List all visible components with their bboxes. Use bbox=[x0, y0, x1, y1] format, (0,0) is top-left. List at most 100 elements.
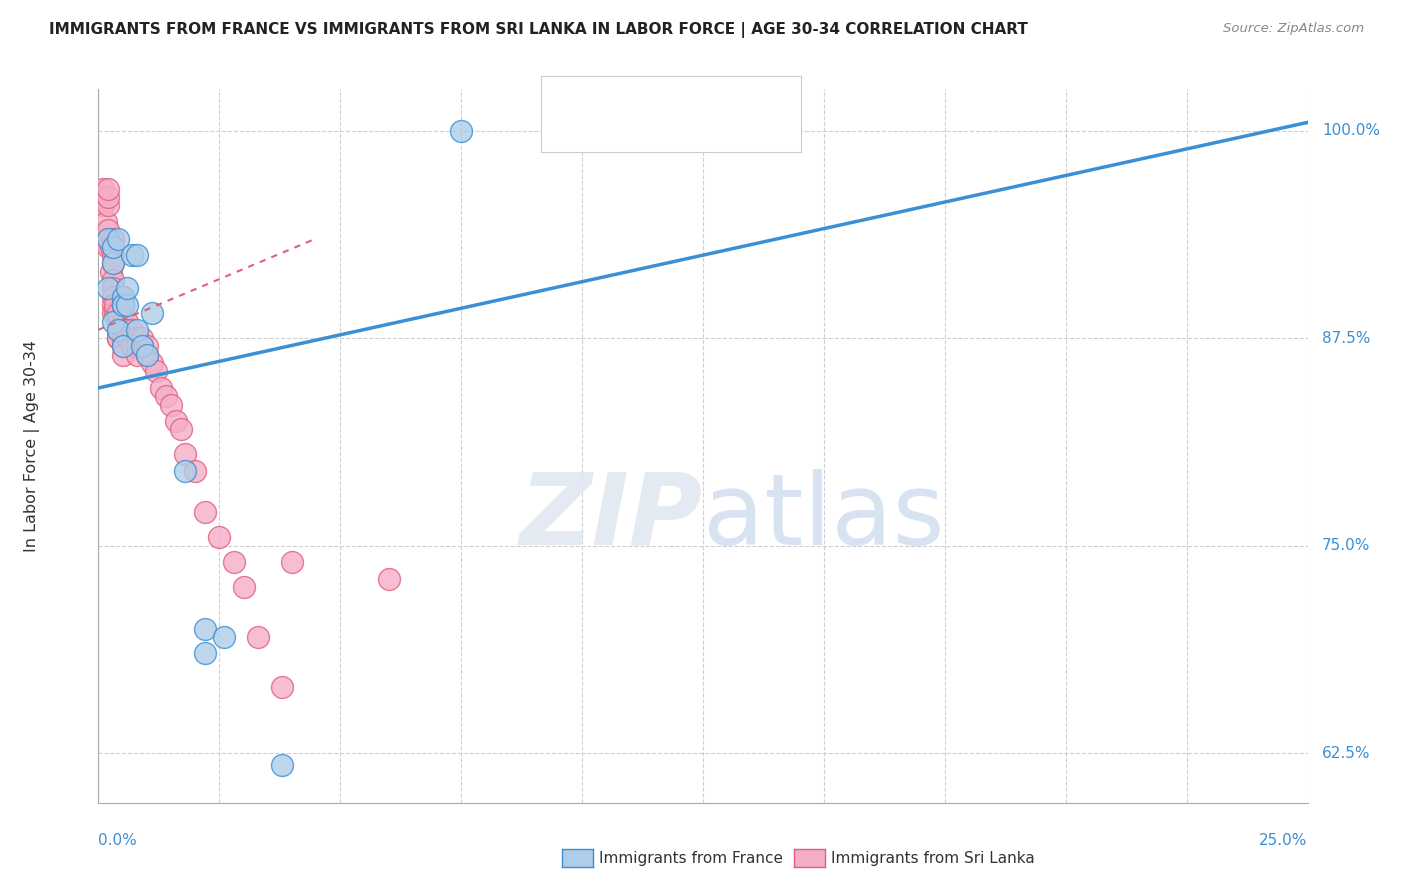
Point bbox=[131, 339, 153, 353]
Text: 25.0%: 25.0% bbox=[1260, 832, 1308, 847]
Point bbox=[101, 298, 124, 312]
Point bbox=[117, 281, 139, 295]
Point bbox=[222, 555, 245, 569]
Text: 62.5%: 62.5% bbox=[1322, 746, 1371, 761]
Point bbox=[117, 323, 139, 337]
Text: ZIP: ZIP bbox=[520, 469, 703, 566]
Point bbox=[111, 314, 134, 328]
Point bbox=[141, 356, 163, 370]
Point bbox=[111, 331, 134, 345]
Point bbox=[121, 331, 143, 345]
Text: 0.0%: 0.0% bbox=[98, 832, 138, 847]
Point bbox=[208, 530, 231, 544]
Point bbox=[101, 256, 124, 270]
Point bbox=[145, 364, 167, 378]
Point bbox=[127, 348, 149, 362]
Point bbox=[121, 323, 143, 337]
Point bbox=[121, 248, 143, 262]
Point bbox=[91, 190, 114, 204]
Text: Immigrants from Sri Lanka: Immigrants from Sri Lanka bbox=[831, 851, 1035, 865]
Point bbox=[101, 240, 124, 254]
Point bbox=[97, 182, 120, 196]
Text: atlas: atlas bbox=[703, 469, 945, 566]
Point bbox=[107, 306, 129, 320]
Point bbox=[97, 198, 120, 212]
Point bbox=[101, 248, 124, 262]
Text: IMMIGRANTS FROM FRANCE VS IMMIGRANTS FROM SRI LANKA IN LABOR FORCE | AGE 30-34 C: IMMIGRANTS FROM FRANCE VS IMMIGRANTS FRO… bbox=[49, 22, 1028, 38]
Point bbox=[91, 198, 114, 212]
Point bbox=[107, 323, 129, 337]
Point bbox=[111, 298, 134, 312]
Point bbox=[94, 215, 117, 229]
Point bbox=[121, 339, 143, 353]
Text: In Labor Force | Age 30-34: In Labor Force | Age 30-34 bbox=[24, 340, 39, 552]
Point bbox=[101, 281, 124, 295]
Point bbox=[281, 555, 304, 569]
Point bbox=[97, 190, 120, 204]
Point bbox=[101, 256, 124, 270]
Point bbox=[141, 306, 163, 320]
Point bbox=[117, 331, 139, 345]
Point bbox=[135, 348, 157, 362]
Text: 100.0%: 100.0% bbox=[1322, 123, 1381, 138]
Point bbox=[377, 572, 399, 586]
Point bbox=[101, 314, 124, 328]
Text: Immigrants from France: Immigrants from France bbox=[599, 851, 783, 865]
Point bbox=[104, 298, 127, 312]
Point bbox=[194, 622, 217, 636]
Point bbox=[101, 273, 124, 287]
Point bbox=[94, 231, 117, 245]
Point bbox=[150, 381, 173, 395]
Point bbox=[97, 281, 120, 295]
Point bbox=[131, 339, 153, 353]
Point bbox=[111, 290, 134, 304]
Point bbox=[127, 331, 149, 345]
Point bbox=[117, 298, 139, 312]
Point bbox=[97, 223, 120, 237]
Point bbox=[91, 182, 114, 196]
Point bbox=[107, 331, 129, 345]
Point bbox=[100, 240, 122, 254]
Point bbox=[271, 757, 294, 772]
Point bbox=[107, 323, 129, 337]
Point bbox=[101, 290, 124, 304]
Point bbox=[104, 306, 127, 320]
Point bbox=[127, 323, 149, 337]
Point bbox=[184, 464, 207, 478]
Point bbox=[174, 464, 197, 478]
Point bbox=[131, 331, 153, 345]
Point bbox=[155, 389, 177, 403]
Point bbox=[111, 339, 134, 353]
Point bbox=[165, 414, 187, 428]
Point bbox=[135, 339, 157, 353]
Point bbox=[101, 231, 124, 245]
Text: 75.0%: 75.0% bbox=[1322, 538, 1371, 553]
Point bbox=[450, 124, 472, 138]
Point bbox=[194, 505, 217, 519]
Point bbox=[100, 265, 122, 279]
Point bbox=[127, 339, 149, 353]
Point bbox=[160, 397, 183, 411]
Point bbox=[194, 647, 217, 661]
Point bbox=[111, 339, 134, 353]
Point bbox=[107, 231, 129, 245]
Point bbox=[101, 306, 124, 320]
Point bbox=[247, 630, 270, 644]
Point bbox=[107, 323, 129, 337]
Text: R =  0.134   N = 67: R = 0.134 N = 67 bbox=[578, 122, 740, 140]
Point bbox=[271, 680, 294, 694]
Point bbox=[212, 630, 235, 644]
Point bbox=[117, 331, 139, 345]
Text: 87.5%: 87.5% bbox=[1322, 331, 1371, 345]
Text: R = 0.490   N = 24: R = 0.490 N = 24 bbox=[578, 88, 735, 106]
Point bbox=[111, 298, 134, 312]
Point bbox=[107, 314, 129, 328]
Point bbox=[117, 314, 139, 328]
Point bbox=[135, 348, 157, 362]
Point bbox=[127, 248, 149, 262]
Point bbox=[111, 298, 134, 312]
Point bbox=[232, 580, 254, 594]
Text: Source: ZipAtlas.com: Source: ZipAtlas.com bbox=[1223, 22, 1364, 36]
Point bbox=[169, 422, 191, 436]
Point bbox=[174, 447, 197, 461]
